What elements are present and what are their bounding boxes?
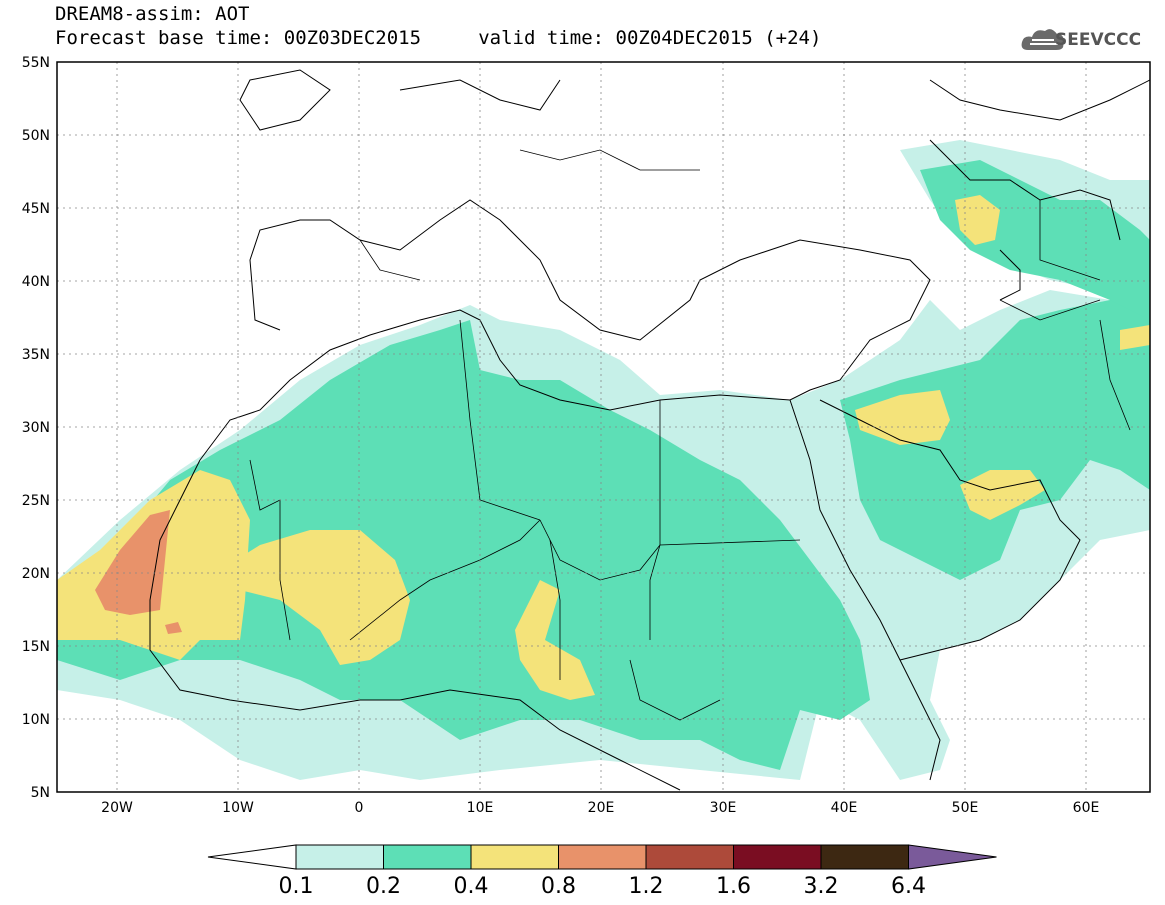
colorbar-label: 3.2	[804, 874, 839, 899]
colorbar-label: 0.4	[454, 874, 489, 899]
coastlines	[149, 69, 1150, 791]
lat-label: 10N	[22, 712, 50, 728]
forecast-times: Forecast base time: 00Z03DEC2015 valid t…	[55, 27, 822, 49]
aot-level-0.2	[840, 300, 1150, 580]
lon-label: 20W	[101, 800, 133, 816]
colorbar-box	[295, 844, 384, 870]
colorbar-box	[470, 844, 559, 870]
colorbar-label: 1.6	[716, 874, 751, 899]
colorbar-label: 1.2	[629, 874, 664, 899]
colorbar-label: 0.8	[541, 874, 576, 899]
lon-label: 10E	[467, 800, 494, 816]
aot-level-0.8	[95, 510, 170, 615]
lon-label: 10W	[222, 800, 254, 816]
aot-level-0.4	[220, 530, 410, 665]
colorbar: 0.1 0.2 0.4 0.8 1.2 1.6 3.2 6.4	[207, 844, 997, 899]
map-title: DREAM8-assim: AOT	[55, 3, 250, 25]
colorbar-box	[645, 844, 734, 870]
colorbar-box	[383, 844, 472, 870]
colorbar-label: 0.2	[366, 874, 401, 899]
aot-level-0.4	[960, 470, 1045, 520]
lat-label: 50N	[22, 128, 50, 144]
colorbar-box	[820, 844, 909, 870]
colorbar-arrow-high	[908, 844, 997, 870]
lat-label: 40N	[22, 274, 50, 290]
country-borders	[249, 149, 1131, 721]
lon-label: 0	[355, 800, 364, 816]
logo-text: SEEVCCC	[1055, 30, 1142, 50]
aot-level-0.8	[165, 622, 182, 634]
lon-label: 60E	[1073, 800, 1100, 816]
aot-level-0.4	[855, 390, 950, 445]
lat-label: 25N	[22, 493, 50, 509]
lat-label: 45N	[22, 201, 50, 217]
lon-label: 20E	[588, 800, 615, 816]
lon-label: 30E	[710, 800, 737, 816]
plot-frame	[56, 61, 1151, 793]
lat-label: 20N	[22, 566, 50, 582]
aot-level-0.4	[515, 580, 595, 700]
colorbar-label: 0.1	[279, 874, 314, 899]
colorbar-label: 6.4	[891, 874, 926, 899]
lon-label: 50E	[952, 800, 979, 816]
aot-level-0.4	[955, 195, 1000, 245]
lat-label: 30N	[22, 420, 50, 436]
lon-label: 40E	[831, 800, 858, 816]
latitude-labels: 55N 50N 45N 40N 35N 30N 25N 20N 15N 10N …	[22, 55, 50, 801]
aot-level-0.4	[1120, 325, 1150, 350]
longitude-labels: 20W 10W 0 10E 20E 30E 40E 50E 60E	[101, 800, 1099, 816]
aot-level-0.2	[57, 320, 870, 770]
colorbar-box	[558, 844, 647, 870]
lat-label: 5N	[31, 785, 50, 801]
aot-field	[57, 69, 1150, 791]
lat-label: 55N	[22, 55, 50, 71]
lat-label: 15N	[22, 639, 50, 655]
colorbar-box	[733, 844, 822, 870]
colorbar-arrow-low	[207, 844, 297, 870]
seevccc-logo-cloud-icon	[1021, 29, 1064, 50]
graticule	[57, 62, 1150, 792]
lat-label: 35N	[22, 347, 50, 363]
